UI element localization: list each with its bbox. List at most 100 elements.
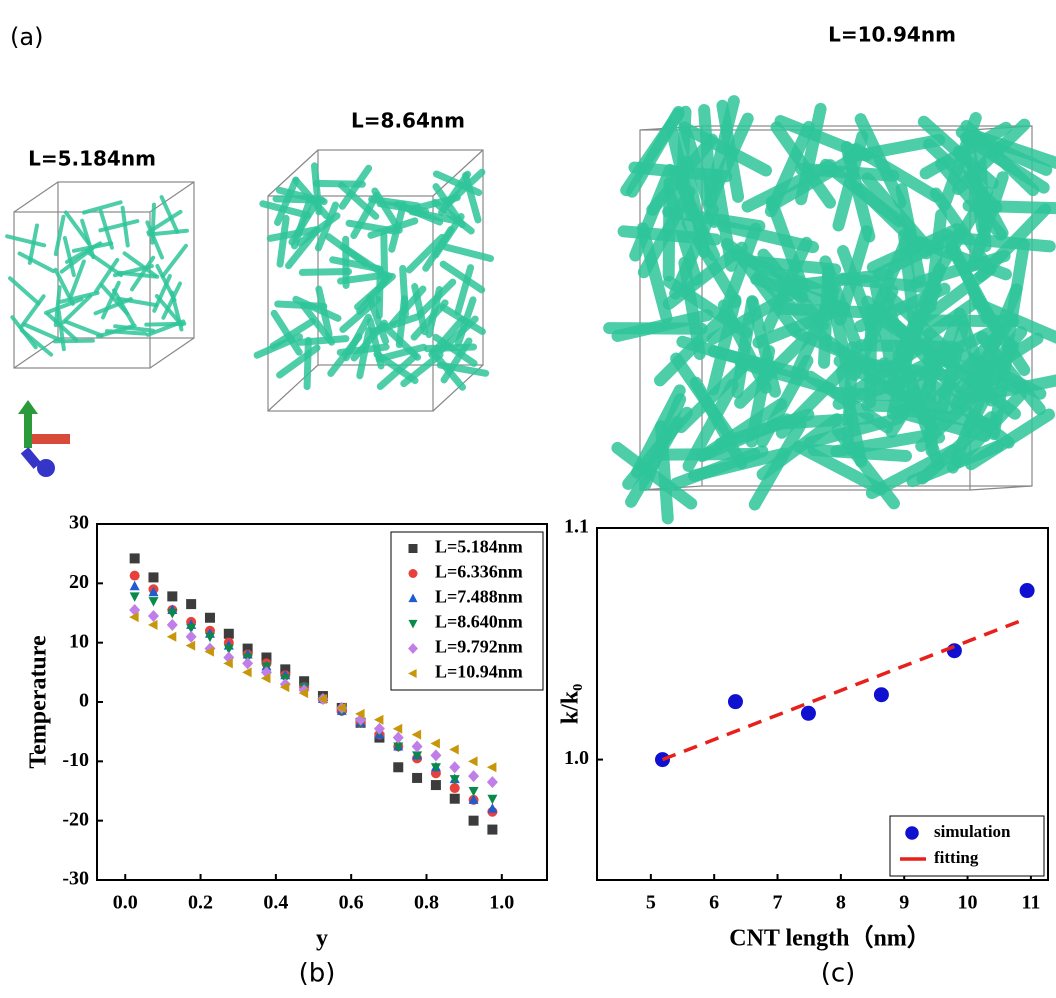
marker [167,632,177,642]
box-label: L=5.184nm [28,147,156,171]
panel-label: (c) [821,959,856,989]
marker [430,739,440,749]
marker [130,581,140,591]
y-tick-label: 10 [69,630,89,652]
icon-axis [24,412,32,448]
cnt [114,290,133,323]
y-axis-label: Temperature [26,635,52,769]
marker [450,794,460,804]
marker [205,613,215,623]
marker [148,620,158,630]
page: (a) L=5.184nm L=8.64nm L=10.94nm 0.00.20… [0,0,1056,998]
x-tick-label: 6 [709,892,719,914]
marker [224,629,234,639]
legend-label: fitting [934,848,979,867]
marker [449,744,459,754]
x-tick-label: 0.4 [263,892,288,914]
x-tick-label: 5 [646,892,656,914]
marker [148,572,158,582]
legend-label: simulation [934,822,1011,841]
box-edge [150,182,194,212]
marker [186,641,196,651]
cnt [921,320,1013,321]
icon-axis [32,434,70,444]
marker [487,762,497,772]
marker [242,667,252,677]
legend-label: L=9.792nm [435,637,523,657]
y-tick-label: 20 [69,571,89,593]
cnt [55,341,93,342]
y-tick-label: -20 [62,808,89,830]
marker [728,694,743,709]
cnt [384,235,385,281]
marker [130,571,140,581]
cnt [7,236,44,245]
marker [905,826,919,840]
marker [393,724,403,734]
marker [430,749,441,761]
cnt [669,183,670,275]
marker [1020,583,1035,598]
x-tick-label: 0.6 [339,892,364,914]
y-tick-label: -10 [62,749,89,771]
box-label: L=10.94nm [828,23,956,47]
icon-axis [18,400,38,414]
box-edge [150,338,194,368]
y-tick-label: 1.1 [564,516,589,538]
legend-label: L=10.94nm [435,662,523,682]
cnt-boxes [7,101,1056,518]
axis-icon [18,400,70,477]
box-label: L=8.64nm [351,109,465,133]
marker [487,825,497,835]
cnt [21,296,43,327]
marker [374,715,384,725]
legend-label: L=6.336nm [435,562,523,582]
marker [167,619,178,631]
cnt [870,310,871,402]
y-tick-label: 1.0 [564,747,589,769]
y-axis-label: k/k₀ [558,684,584,725]
fit-line [662,618,1027,759]
cnt [814,450,906,456]
marker [130,592,140,602]
marker [186,599,196,609]
y-tick-label: 0 [79,690,89,712]
marker [487,795,497,805]
cnt [314,166,318,212]
marker [412,730,422,740]
marker [412,741,423,753]
cnt [375,191,399,230]
figure: (a) L=5.184nm L=8.64nm L=10.94nm 0.00.20… [0,0,1056,998]
cnt [280,218,286,264]
x-tick-label: 0.8 [414,892,439,914]
marker [167,591,177,601]
marker [431,780,441,790]
panel-label: (a) [10,23,43,51]
cnt [302,272,348,273]
x-tick-label: 9 [899,892,909,914]
cnt [278,304,324,306]
cnt [163,246,186,276]
x-tick-label: 10 [958,892,978,914]
marker [468,756,478,766]
cnt [609,328,701,329]
marker [874,687,889,702]
cnt [20,253,54,271]
marker [487,803,497,813]
x-axis-label: y [316,926,328,952]
y-tick-label: -30 [62,868,89,890]
legend-label: L=5.184nm [435,537,523,557]
marker [148,597,158,607]
marker [947,643,962,658]
cnt [152,205,154,243]
cnt [446,247,491,258]
x-tick-label: 7 [773,892,783,914]
marker [450,775,460,785]
marker [468,770,479,782]
x-axis-label: CNT length（nm） [729,925,931,952]
marker [469,787,479,797]
legend-label: L=7.488nm [435,587,523,607]
x-tick-label: 0.0 [113,892,138,914]
legend-label: L=8.640nm [435,612,523,632]
cnt [56,217,64,254]
